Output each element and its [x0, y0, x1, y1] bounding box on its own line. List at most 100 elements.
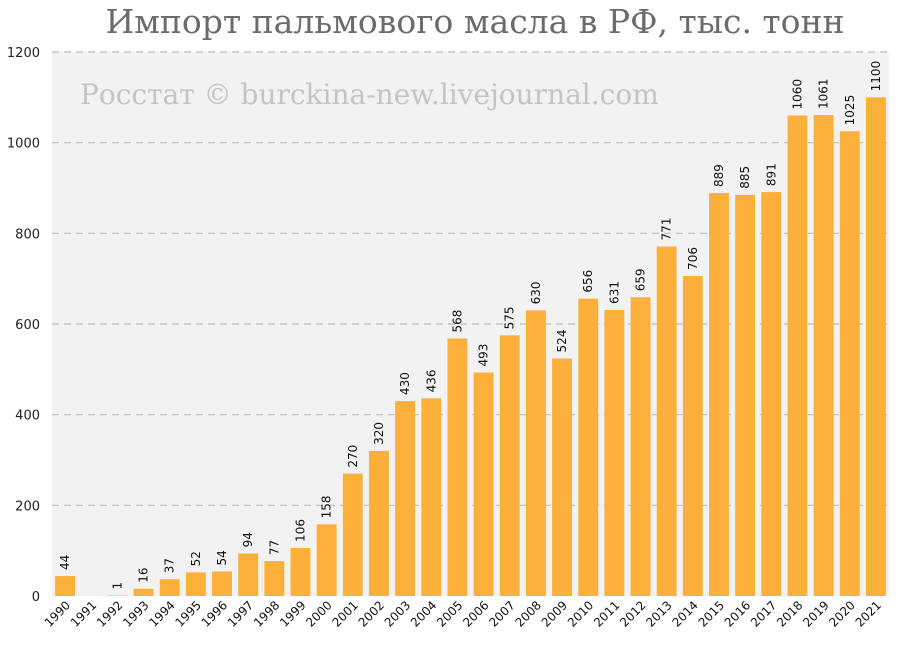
x-tick-label: 2014	[669, 598, 700, 629]
x-tick-label: 2017	[748, 598, 779, 629]
bar	[55, 576, 76, 596]
data-label: 430	[398, 372, 412, 395]
bar	[499, 335, 520, 596]
bar	[369, 450, 389, 596]
data-label: 106	[293, 519, 307, 542]
x-axis-ticks: 1990199119921993199419951996199719981999…	[42, 598, 884, 629]
data-label: 771	[660, 218, 674, 241]
bar	[395, 401, 416, 596]
bar	[682, 275, 703, 596]
data-label: 1060	[790, 79, 804, 110]
bar	[447, 338, 468, 596]
x-tick-label: 2013	[643, 598, 674, 629]
x-tick-label: 2003	[382, 598, 413, 629]
data-label: 77	[267, 540, 281, 555]
x-tick-label: 1999	[277, 598, 308, 629]
data-label: 659	[634, 268, 648, 291]
data-label: 52	[189, 551, 203, 566]
bar	[185, 572, 206, 596]
data-label: 44	[58, 555, 72, 570]
data-label: 493	[477, 344, 491, 367]
x-tick-label: 2015	[696, 598, 727, 629]
x-tick-label: 1997	[225, 598, 256, 629]
x-tick-label: 2000	[303, 598, 334, 629]
x-tick-label: 1991	[68, 598, 99, 629]
data-label: 630	[529, 281, 543, 304]
bar	[839, 131, 860, 597]
x-tick-label: 2016	[722, 598, 753, 629]
data-label: 631	[607, 281, 621, 304]
x-tick-label: 2009	[539, 598, 570, 629]
data-label: 16	[137, 567, 151, 582]
data-label: 270	[346, 445, 360, 468]
y-tick-label: 1200	[7, 46, 40, 61]
bar	[264, 561, 285, 596]
bar	[421, 398, 442, 596]
x-tick-label: 2002	[356, 598, 387, 629]
data-label: 320	[372, 422, 386, 445]
x-tick-label: 2010	[565, 598, 596, 629]
data-label: 885	[738, 166, 752, 189]
data-label: 1	[110, 582, 124, 590]
data-label: 436	[424, 369, 438, 392]
bar	[578, 298, 599, 596]
x-tick-label: 2007	[486, 598, 517, 629]
data-label: 891	[764, 163, 778, 186]
x-tick-label: 2001	[329, 598, 360, 629]
data-label: 706	[686, 247, 700, 270]
data-label: 158	[320, 495, 334, 518]
data-label: 889	[712, 164, 726, 187]
bar	[656, 246, 677, 597]
data-label: 568	[450, 310, 464, 333]
x-tick-label: 2011	[591, 598, 622, 629]
bar	[761, 192, 782, 596]
x-tick-label: 1990	[42, 598, 73, 629]
bar	[604, 309, 625, 596]
bar	[865, 97, 886, 596]
bar	[290, 547, 311, 596]
x-tick-label: 1995	[172, 598, 203, 629]
bars	[55, 97, 886, 597]
x-tick-label: 2012	[617, 598, 648, 629]
chart-title: Импорт пальмового масла в РФ, тыс. тонн	[105, 2, 845, 41]
y-tick-label: 200	[15, 499, 40, 514]
x-tick-label: 2006	[460, 598, 491, 629]
data-label: 1025	[843, 95, 857, 126]
bar	[133, 588, 154, 596]
watermark: Росстат © burckina-new.livejournal.com	[80, 78, 659, 111]
bar	[316, 524, 337, 596]
bar	[813, 115, 834, 596]
bar	[212, 571, 232, 596]
bar	[735, 194, 756, 597]
bar	[709, 192, 729, 596]
y-tick-label: 400	[15, 409, 40, 424]
x-tick-label: 1996	[199, 598, 230, 629]
y-axis-ticks: 0 200 400 600 800 1000 1200	[7, 46, 40, 605]
data-label: 54	[215, 550, 229, 565]
bar	[787, 115, 808, 596]
x-tick-label: 2019	[800, 598, 831, 629]
x-tick-label: 1993	[120, 598, 151, 629]
bar	[473, 372, 494, 596]
x-tick-label: 2008	[513, 598, 544, 629]
x-tick-label: 1998	[251, 598, 282, 629]
x-tick-label: 2018	[774, 598, 805, 629]
data-label: 656	[581, 270, 595, 293]
y-tick-label: 1000	[7, 137, 40, 152]
x-tick-label: 2005	[434, 598, 465, 629]
data-label: 1061	[817, 78, 831, 109]
data-label: 524	[555, 330, 569, 353]
data-label: 575	[503, 306, 517, 329]
x-tick-label: 2021	[853, 598, 884, 629]
bar	[552, 358, 572, 596]
bar	[342, 473, 363, 596]
y-tick-label: 800	[15, 227, 40, 242]
y-tick-label: 0	[32, 590, 40, 605]
bar	[159, 579, 180, 596]
y-tick-label: 600	[15, 318, 40, 333]
data-label: 94	[241, 532, 255, 547]
data-label: 37	[163, 558, 177, 573]
data-labels: 44 1 16 37 52 54 94 77 106 158 270 320 430 436 568 493 5…	[58, 61, 883, 590]
x-tick-label: 1992	[94, 598, 125, 629]
